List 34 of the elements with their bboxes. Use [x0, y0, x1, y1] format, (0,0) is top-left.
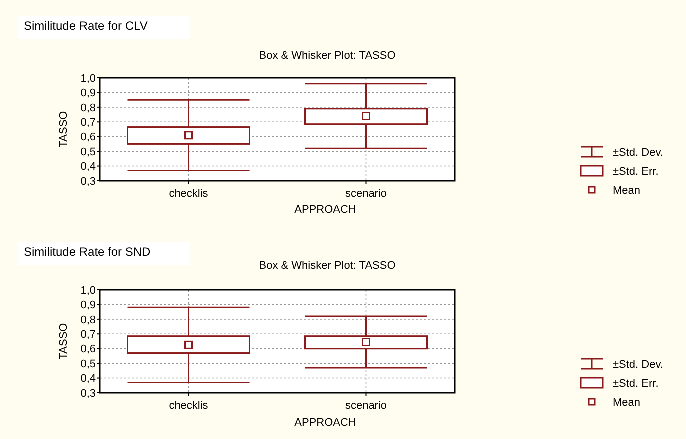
- y-tick-label: 0,3: [80, 388, 96, 400]
- y-tick-label: 0,4: [80, 161, 96, 174]
- x-tick-label: checklis: [169, 188, 209, 200]
- y-tick-label: 0,7: [80, 116, 96, 129]
- text: Mean: [613, 396, 641, 409]
- chart-subtitle: Box & Whisker Plot: TASSO: [259, 260, 396, 272]
- chart-subtitle: Box & Whisker Plot: TASSO: [259, 50, 396, 62]
- y-tick-label: 0,5: [80, 146, 96, 158]
- y-tick-label: 0,4: [80, 373, 96, 386]
- y-tick-label: 0,9: [80, 88, 96, 100]
- x-axis-title: APPROACH: [294, 417, 356, 429]
- x-tick-label: checklis: [169, 400, 209, 412]
- text: ±Std. Err.: [613, 166, 659, 178]
- y-tick-label: 0,9: [80, 300, 96, 312]
- y-tick-label: 0,8: [80, 314, 96, 326]
- y-axis-title: TASSO: [58, 322, 70, 360]
- y-tick-label: 0,5: [80, 358, 96, 370]
- text: ±Std. Dev.: [613, 358, 664, 371]
- text: ±Std. Dev.: [613, 146, 664, 159]
- y-tick-label: 0,8: [80, 102, 96, 114]
- x-axis-title: APPROACH: [294, 204, 356, 216]
- y-tick-label: 1,0: [80, 72, 96, 85]
- chart-title: Similitude Rate for CLV: [24, 19, 148, 33]
- y-tick-label: 0,6: [80, 132, 96, 144]
- text: Mean: [613, 184, 641, 197]
- x-tick-label: scenario: [345, 400, 388, 412]
- chart-title: Similitude Rate for SND: [24, 245, 152, 259]
- text: ±Std. Err.: [613, 378, 659, 390]
- y-axis-title: TASSO: [58, 110, 70, 148]
- y-tick-label: 1,0: [80, 284, 96, 297]
- y-tick-label: 0,6: [80, 344, 96, 356]
- y-tick-label: 0,3: [80, 176, 96, 188]
- y-tick-label: 0,7: [80, 328, 96, 341]
- x-tick-label: scenario: [345, 188, 388, 200]
